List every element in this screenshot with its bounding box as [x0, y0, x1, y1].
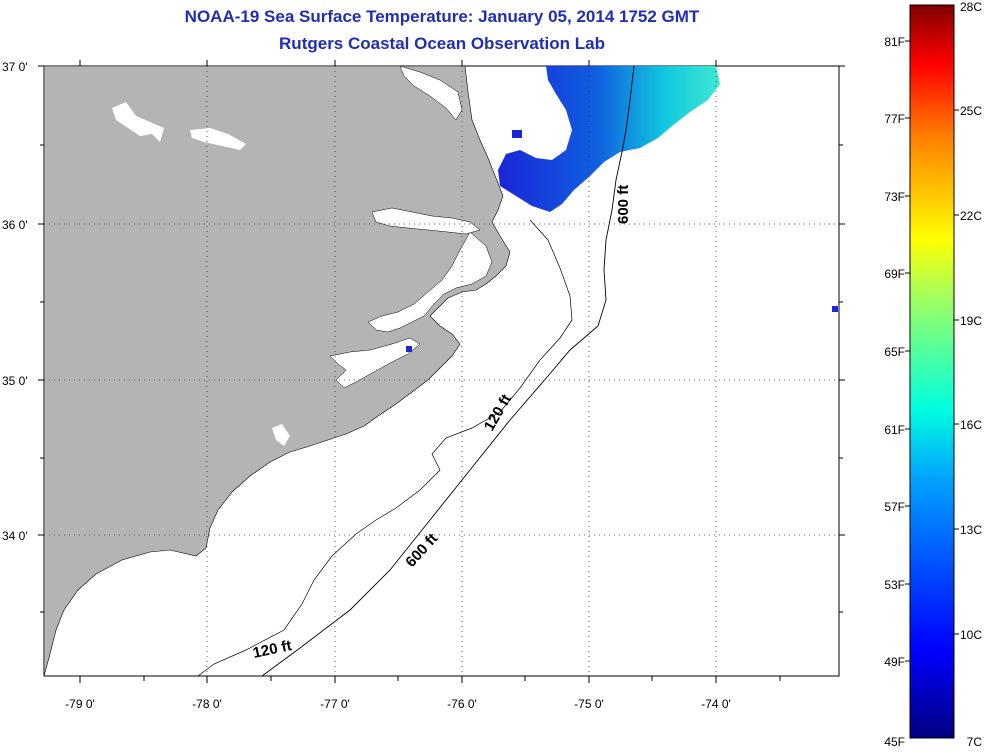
colorbar-f-label: 49F: [884, 655, 905, 669]
albemarle-sound: [371, 207, 481, 235]
colorbar-c-label: 28C: [960, 0, 982, 14]
chesapeake-inlet: [399, 66, 463, 121]
lat-tick-label: 36 0': [2, 218, 28, 232]
contour-600ft: [261, 66, 635, 676]
colorbar-c-label: 13C: [960, 523, 982, 537]
sst-data-patch: [498, 66, 720, 212]
lon-tick-label: -79 0': [65, 697, 95, 711]
neuse-river: [329, 337, 421, 389]
contour-120ft: [197, 219, 573, 676]
lat-tick-label: 34 0': [2, 529, 28, 543]
sst-pixel: [512, 130, 522, 138]
lat-tick-label: 37 0': [2, 60, 28, 74]
colorbar-f-label: 77F: [884, 112, 905, 126]
inland-lake: [272, 424, 290, 446]
colorbar-f-label: 45F: [884, 735, 905, 749]
colorbar-c-label: 16C: [960, 418, 982, 432]
inland-lake: [190, 128, 246, 150]
colorbar-f-label: 57F: [884, 500, 905, 514]
lat-tick-label: 35 0': [2, 374, 28, 388]
colorbar: [909, 4, 955, 739]
contour-label: 600 ft: [615, 185, 632, 224]
map-title: NOAA-19 Sea Surface Temperature: January…: [184, 7, 700, 26]
inland-lake: [112, 102, 164, 142]
colorbar-ticks: [905, 40, 959, 662]
grid-lines: [44, 66, 839, 676]
colorbar-f-label: 73F: [884, 190, 905, 204]
lon-tick-label: -77 0': [320, 697, 350, 711]
lon-tick-label: -75 0': [574, 697, 604, 711]
sst-pixel: [406, 346, 412, 352]
axis-ticks: [38, 60, 845, 683]
colorbar-c-label: 19C: [960, 314, 982, 328]
colorbar-f-label: 69F: [884, 267, 905, 281]
lon-tick-label: -76 0': [447, 697, 477, 711]
pamlico-sound: [367, 231, 493, 333]
colorbar-f-label: 53F: [884, 578, 905, 592]
colorbar-c-label: 7C: [967, 735, 983, 749]
map-subtitle: Rutgers Coastal Ocean Observation Lab: [279, 34, 605, 53]
sst-pixel: [832, 306, 838, 312]
lon-tick-label: -74 0': [701, 697, 731, 711]
colorbar-f-label: 61F: [884, 423, 905, 437]
colorbar-f-label: 81F: [884, 35, 905, 49]
colorbar-c-label: 22C: [960, 209, 982, 223]
colorbar-f-label: 65F: [884, 345, 905, 359]
lon-tick-label: -78 0': [192, 697, 222, 711]
colorbar-c-label: 10C: [960, 628, 982, 642]
colorbar-c-label: 25C: [960, 104, 982, 118]
